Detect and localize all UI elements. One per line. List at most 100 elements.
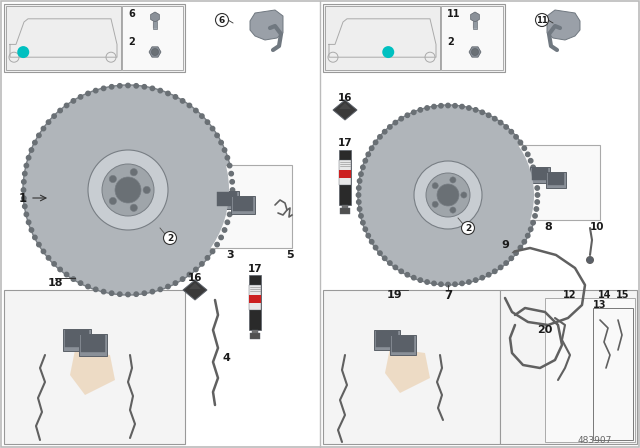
Circle shape [71, 99, 76, 103]
Circle shape [356, 186, 361, 190]
Circle shape [215, 133, 220, 138]
Circle shape [460, 104, 464, 109]
Circle shape [24, 212, 29, 216]
Circle shape [26, 220, 31, 224]
Text: 483907: 483907 [578, 435, 612, 444]
Circle shape [535, 186, 540, 190]
Polygon shape [70, 350, 115, 395]
Circle shape [446, 103, 450, 108]
Circle shape [522, 240, 527, 244]
Circle shape [412, 276, 416, 280]
Text: 16: 16 [338, 93, 352, 103]
Bar [122, 6, 183, 70]
Circle shape [358, 105, 538, 285]
Bar [339, 150, 351, 205]
Circle shape [211, 249, 215, 254]
Text: 2: 2 [447, 37, 454, 47]
Polygon shape [250, 10, 283, 40]
Bar [249, 275, 261, 330]
Circle shape [514, 251, 518, 255]
Circle shape [366, 152, 371, 156]
Circle shape [432, 281, 436, 285]
Circle shape [26, 155, 31, 160]
Circle shape [86, 284, 90, 289]
Bar [339, 170, 351, 178]
Circle shape [36, 242, 41, 247]
Circle shape [22, 204, 27, 209]
Circle shape [118, 292, 122, 297]
Bar [545, 298, 635, 442]
Text: 20: 20 [538, 325, 553, 335]
Circle shape [22, 172, 27, 176]
Circle shape [109, 291, 114, 295]
Circle shape [134, 84, 138, 88]
Circle shape [173, 281, 178, 285]
Text: 13: 13 [593, 300, 607, 310]
Circle shape [222, 228, 227, 232]
Bar [510, 145, 600, 220]
Text: 3: 3 [226, 250, 234, 260]
Polygon shape [532, 168, 548, 180]
Circle shape [93, 287, 98, 292]
Polygon shape [376, 331, 398, 347]
Circle shape [439, 103, 443, 108]
Bar [4, 290, 185, 444]
Circle shape [399, 269, 403, 274]
Polygon shape [470, 12, 479, 22]
Circle shape [180, 99, 185, 103]
Polygon shape [385, 348, 430, 393]
Circle shape [514, 135, 518, 139]
Circle shape [369, 240, 374, 244]
Circle shape [88, 150, 168, 230]
Circle shape [24, 164, 29, 168]
Circle shape [425, 280, 429, 284]
Circle shape [533, 214, 537, 218]
Circle shape [509, 129, 513, 134]
Circle shape [363, 159, 367, 163]
Bar [339, 160, 351, 185]
Circle shape [493, 116, 497, 121]
Circle shape [65, 103, 68, 108]
Polygon shape [231, 196, 255, 214]
Polygon shape [215, 191, 239, 209]
Circle shape [499, 265, 503, 270]
Polygon shape [150, 12, 159, 22]
Circle shape [534, 207, 539, 211]
Circle shape [101, 86, 106, 90]
Circle shape [437, 184, 459, 206]
Circle shape [109, 85, 114, 89]
Circle shape [450, 207, 456, 213]
Circle shape [215, 242, 220, 247]
Circle shape [373, 246, 378, 250]
Circle shape [150, 289, 155, 294]
Circle shape [166, 284, 170, 289]
Circle shape [426, 173, 470, 217]
Circle shape [531, 165, 535, 169]
Circle shape [126, 83, 130, 88]
Polygon shape [189, 283, 201, 289]
Text: 11: 11 [447, 9, 461, 19]
Circle shape [586, 257, 593, 263]
Circle shape [446, 282, 450, 287]
Circle shape [41, 126, 45, 131]
Circle shape [399, 116, 403, 121]
Circle shape [472, 48, 479, 56]
Circle shape [36, 133, 41, 138]
Circle shape [529, 227, 533, 232]
Bar [340, 208, 350, 214]
Circle shape [474, 108, 478, 112]
Text: 12: 12 [563, 290, 577, 300]
Circle shape [534, 179, 539, 183]
Circle shape [230, 188, 235, 192]
Circle shape [405, 272, 410, 277]
Text: 10: 10 [589, 222, 604, 232]
Circle shape [142, 291, 147, 295]
Circle shape [142, 85, 147, 89]
Circle shape [378, 135, 382, 139]
Circle shape [150, 86, 155, 90]
Polygon shape [63, 329, 91, 351]
Circle shape [126, 292, 130, 297]
Text: 17: 17 [338, 138, 352, 148]
Polygon shape [65, 330, 89, 347]
Circle shape [533, 172, 537, 177]
